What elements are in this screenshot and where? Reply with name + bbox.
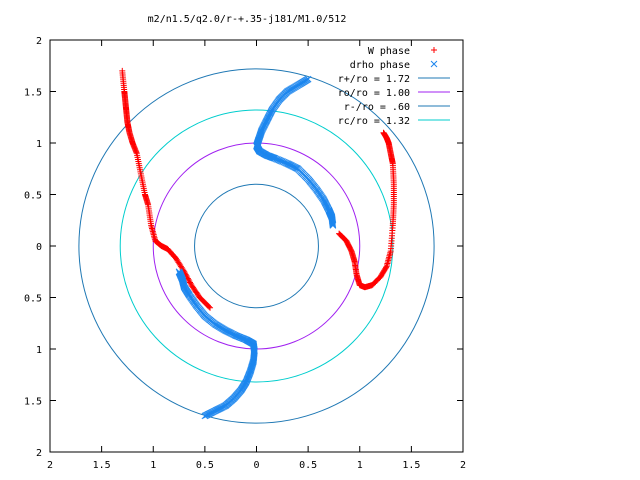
w-phase-point [188,282,195,289]
y-tick-label: 0.5 [24,191,42,202]
y-tick-label: 1.5 [24,88,42,99]
phase-markers [119,67,397,420]
x-tick-label: 0.5 [196,460,214,471]
axis-ticks: 2 1.5 1 0.5 0 0.5 1 1.5 221.510.500.511.52 [24,36,466,471]
w-phase-point [184,275,191,282]
x-tick-label: 0.5 [299,460,317,471]
drho-phase-point [329,222,337,229]
legend: W phase drho phase r+/ro = 1.72 ro/ro = 1.0… [338,46,450,127]
drho-phase-point [329,220,337,228]
radius-circle [78,68,435,424]
w-phase-point [380,129,387,136]
radius-circle [152,142,361,350]
y-tick-label: 0 [36,242,42,253]
x-tick-label: 1.5 [93,460,111,471]
y-tick-label: 2 [36,448,42,459]
x-tick-label: 1.5 [402,460,420,471]
y-tick-label: 1 [36,139,42,150]
y-tick-label: 0.5 [24,294,42,305]
w-phase-point [382,264,389,271]
x-tick-label: 0 [253,460,259,471]
x-tick-label: 1 [357,460,363,471]
w-phase-point [187,280,194,287]
legend-marker-plus [431,47,437,53]
legend-label: ro/ro = 1.00 [338,88,410,99]
drho-phase-point [329,219,336,227]
legend-label: drho phase [350,60,410,71]
x-tick-label: 2 [47,460,53,471]
radius-circle [194,183,319,309]
legend-label: rc/ro = 1.32 [338,116,410,127]
x-tick-label: 2 [460,460,466,471]
w-phase-point [187,279,194,286]
x-tick-label: 1 [150,460,156,471]
w-phase-point [186,278,193,285]
chart-title: m2/n1.5/q2.0/r-+.35-j181/M1.0/512 [148,14,347,25]
legend-marker-x [430,60,438,68]
legend-label: r-/ro = .60 [344,102,410,113]
drho-phase-point [175,268,183,276]
w-phase-point [119,67,126,74]
y-tick-label: 1 [36,345,42,356]
legend-label: W phase [368,46,410,57]
w-phase-point [185,276,192,283]
drho-phase-point [329,221,337,228]
legend-label: r+/ro = 1.72 [338,74,410,85]
y-tick-label: 1.5 [24,397,42,408]
y-tick-label: 2 [36,36,42,47]
